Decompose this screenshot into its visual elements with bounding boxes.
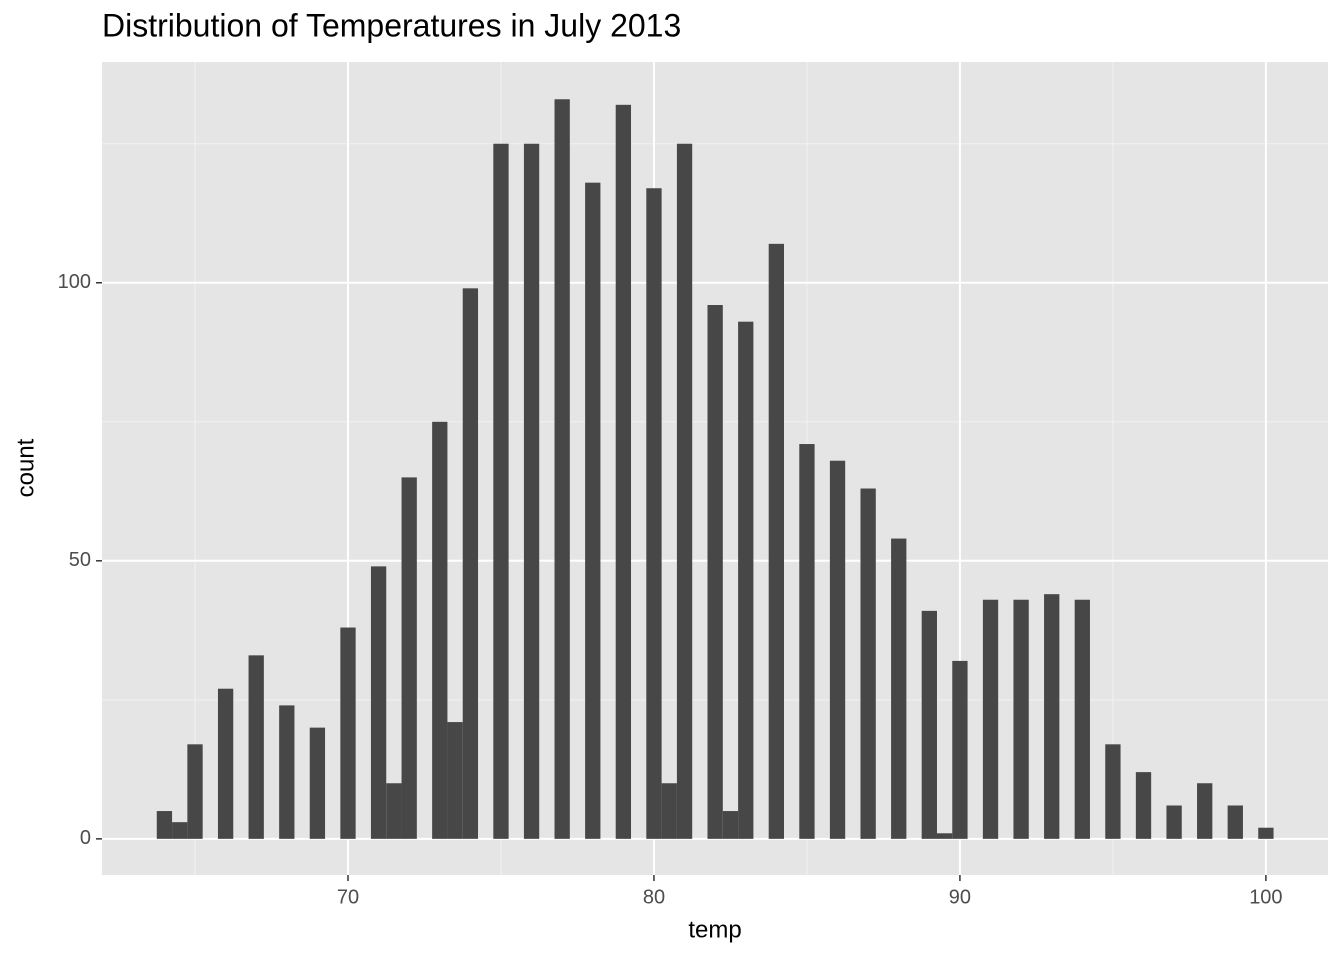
y-tick-label: 50 [69,549,91,571]
bar [585,182,601,839]
bar [768,243,784,839]
bar [447,722,463,839]
bar [982,599,999,839]
bar [523,143,540,839]
x-tick-label: 90 [949,886,971,908]
bar [829,460,846,839]
bar [432,421,448,839]
bar [1013,599,1029,839]
bar [799,444,815,839]
bar [248,655,264,839]
bar [661,783,677,839]
bar [340,627,356,839]
bar [172,822,188,839]
bar [554,99,570,839]
bar [309,727,326,839]
bar [646,188,662,839]
bar [738,321,754,839]
bar [1258,827,1274,839]
bar [156,811,173,839]
x-tick-label: 70 [337,886,359,908]
bar [462,288,479,839]
bar [279,705,295,839]
y-axis-title: count [12,438,39,497]
bar [921,610,937,839]
bar [187,744,203,839]
bar [891,538,907,839]
bar [1166,805,1182,839]
bar [370,566,387,839]
chart-title: Distribution of Temperatures in July 201… [102,7,681,43]
bars [156,99,1274,839]
bar [217,688,234,839]
x-axis-title: temp [688,916,741,943]
y-tick-label: 100 [58,271,91,293]
bar [1227,805,1243,839]
x-tick-label: 80 [643,886,665,908]
bar [615,104,632,839]
bar [676,143,693,839]
bar [936,833,953,839]
bar [1105,744,1121,839]
bar [1044,594,1060,839]
axes: 70 80 90 100 0 50 100 [58,271,1283,908]
bar [722,811,739,839]
bar [1074,599,1090,839]
bar [952,660,968,839]
bar [1197,783,1213,839]
bar [401,477,417,839]
bar [860,488,876,839]
bar [493,143,509,839]
bar [1135,772,1152,839]
bar [707,305,723,839]
y-tick-label: 0 [80,827,91,849]
bar [386,783,402,839]
x-tick-label: 100 [1249,886,1282,908]
